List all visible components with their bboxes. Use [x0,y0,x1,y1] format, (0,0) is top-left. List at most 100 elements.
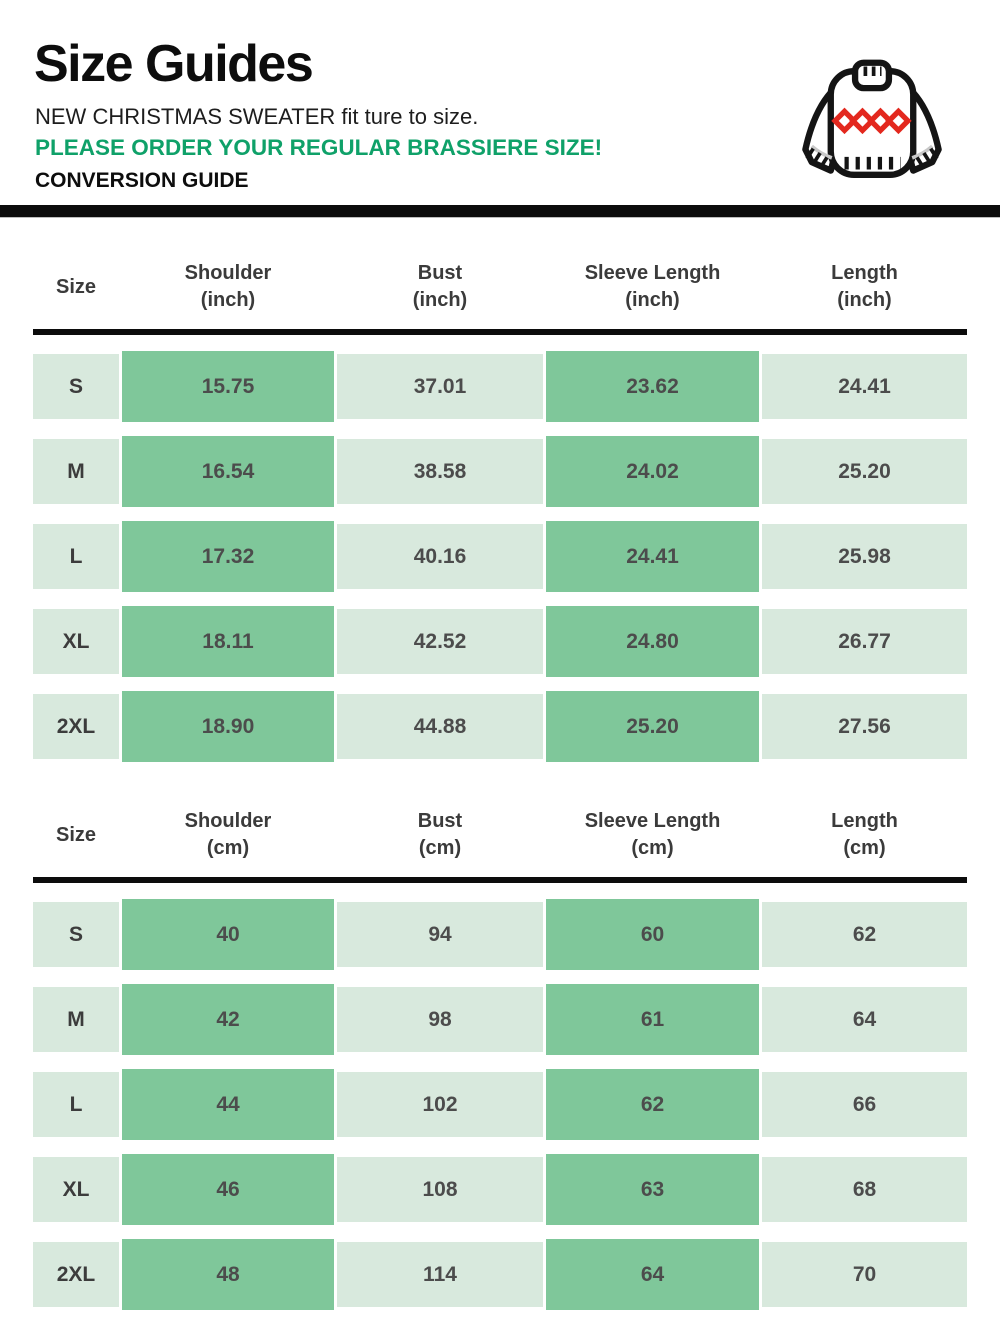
conversion-guide-label: CONVERSION GUIDE [35,169,249,192]
column-header-label: Shoulder [184,262,272,284]
table-row: L 44 102 62 66 [33,1069,967,1140]
column-header-label: Bust [417,262,463,284]
fit-note: NEW CHRISTMAS SWEATER fit ture to size. [35,104,479,129]
value-cell: 26.77 [762,609,967,674]
order-notice: PLEASE ORDER YOUR REGULAR BRASSIERE SIZE… [35,135,603,160]
column-header-unit: (inch) [412,289,468,311]
size-cell: L [33,1072,119,1137]
column-header-sleeve-length: Sleeve Length (inch) [546,245,759,329]
value-cell: 24.41 [762,354,967,419]
value-cell: 24.80 [546,606,759,677]
column-header-length: Length (inch) [762,245,967,329]
table-body: S 40 94 60 62 M 42 98 61 64 L 44 102 62 66 XL 46 108 63 68 2… [33,899,967,1310]
column-header-unit: (inch) [200,289,256,311]
column-header-label: Size [55,823,97,846]
size-table-inch: Size Shoulder (inch) Bust (inch) Sleeve … [33,245,967,776]
column-header-unit: (inch) [625,289,680,311]
column-header-unit: (inch) [837,289,892,311]
table-header-row: Size Shoulder (inch) Bust (inch) Sleeve … [33,245,967,329]
column-header-shoulder: Shoulder (inch) [122,245,334,329]
value-cell: 68 [762,1157,967,1222]
cuff-ribbing-left [805,147,832,171]
column-header-unit: (cm) [631,837,674,859]
column-header-label: Size [55,275,97,298]
value-cell: 25.20 [762,439,967,504]
column-header-label: Shoulder [184,810,272,832]
cuff-shade-right [911,144,934,160]
column-header-label: Bust [417,810,463,832]
value-cell: 60 [546,899,759,970]
column-header-unit: (cm) [843,837,886,859]
value-cell: 18.11 [122,606,334,677]
size-cell: 2XL [33,1242,119,1307]
size-cell: M [33,987,119,1052]
table-row: 2XL 18.90 44.88 25.20 27.56 [33,691,967,762]
column-header-label: Length [831,810,898,832]
value-cell: 102 [337,1072,543,1137]
size-cell: XL [33,609,119,674]
value-cell: 63 [546,1154,759,1225]
value-cell: 94 [337,902,543,967]
value-cell: 64 [762,987,967,1052]
header-divider [0,205,1000,218]
value-cell: 15.75 [122,351,334,422]
column-header-sleeve-length: Sleeve Length (cm) [546,793,759,877]
size-table-cm: Size Shoulder (cm) Bust (cm) Sleeve Leng… [33,793,967,1324]
value-cell: 44.88 [337,694,543,759]
value-cell: 48 [122,1239,334,1310]
size-cell: S [33,902,119,967]
table-row: 2XL 48 114 64 70 [33,1239,967,1310]
value-cell: 24.41 [546,521,759,592]
table-header-row: Size Shoulder (cm) Bust (cm) Sleeve Leng… [33,793,967,877]
page-title: Size Guides [34,35,314,93]
value-cell: 70 [762,1242,967,1307]
value-cell: 44 [122,1069,334,1140]
size-cell: 2XL [33,694,119,759]
value-cell: 23.62 [546,351,759,422]
cuff-ribbing-right [912,147,939,171]
value-cell: 114 [337,1242,543,1307]
size-cell: M [33,439,119,504]
value-cell: 38.58 [337,439,543,504]
column-header-size: Size [33,793,119,877]
value-cell: 98 [337,987,543,1052]
table-row: XL 46 108 63 68 [33,1154,967,1225]
size-cell: XL [33,1157,119,1222]
column-header-shoulder: Shoulder (cm) [122,793,334,877]
size-cell: L [33,524,119,589]
column-header-size: Size [33,245,119,329]
column-header-unit: (cm) [418,837,462,859]
column-header-bust: Bust (cm) [337,793,543,877]
cuff-shade-left [810,144,833,160]
table-row: L 17.32 40.16 24.41 25.98 [33,521,967,592]
column-header-label: Sleeve Length [584,810,721,832]
value-cell: 42 [122,984,334,1055]
value-cell: 18.90 [122,691,334,762]
value-cell: 42.52 [337,609,543,674]
column-header-label: Length [831,262,898,284]
header-rule [33,877,967,883]
value-cell: 24.02 [546,436,759,507]
size-cell: S [33,354,119,419]
column-header-label: Sleeve Length [584,262,721,284]
column-header-unit: (cm) [206,837,250,859]
value-cell: 16.54 [122,436,334,507]
table-body: S 15.75 37.01 23.62 24.41 M 16.54 38.58 24.02 25.… [33,351,967,762]
column-header-bust: Bust (inch) [337,245,543,329]
value-cell: 17.32 [122,521,334,592]
table-row: M 16.54 38.58 24.02 25.20 [33,436,967,507]
value-cell: 37.01 [337,354,543,419]
value-cell: 25.98 [762,524,967,589]
value-cell: 62 [762,902,967,967]
table-row: XL 18.11 42.52 24.80 26.77 [33,606,967,677]
value-cell: 27.56 [762,694,967,759]
table-row: M 42 98 61 64 [33,984,967,1055]
diamond-pattern [831,107,912,135]
value-cell: 46 [122,1154,334,1225]
value-cell: 108 [337,1157,543,1222]
value-cell: 25.20 [546,691,759,762]
column-header-length: Length (cm) [762,793,967,877]
value-cell: 64 [546,1239,759,1310]
value-cell: 62 [546,1069,759,1140]
